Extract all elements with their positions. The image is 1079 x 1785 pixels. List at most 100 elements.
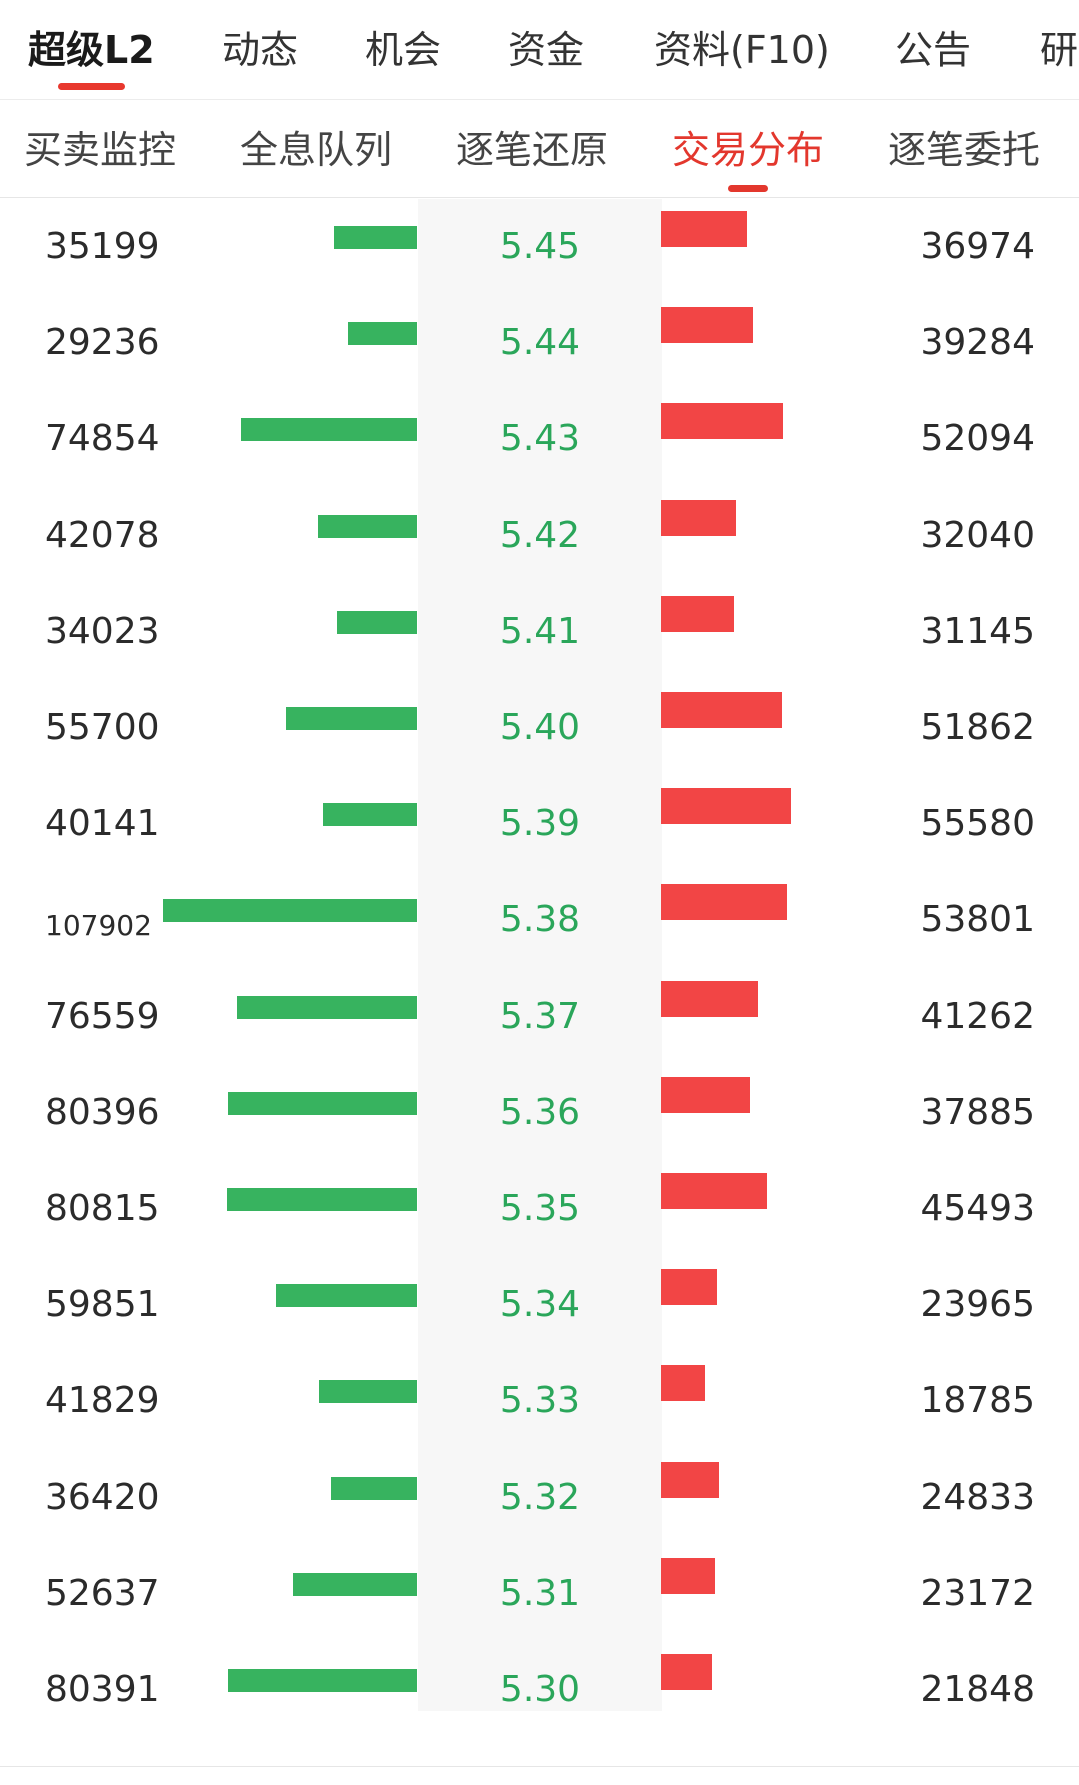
buy-volume: 35199 <box>45 226 160 267</box>
distribution-row[interactable]: 107902 5.38 53801 <box>0 872 1079 968</box>
sell-volume: 52094 <box>920 418 1035 459</box>
sell-volume: 23172 <box>920 1573 1035 1614</box>
buy-volume-bar <box>241 418 417 441</box>
subtab-full-queue[interactable]: 全息队列 <box>240 122 392 178</box>
sell-volume: 37885 <box>920 1092 1035 1133</box>
sell-volume-bar <box>661 1365 705 1401</box>
sell-volume: 24833 <box>920 1477 1035 1518</box>
buy-volume: 29236 <box>45 322 160 363</box>
sub-tab-bar: 买卖监控 全息队列 逐笔还原 交易分布 逐笔委托 <box>0 100 1079 198</box>
price-level: 5.30 <box>499 1669 581 1710</box>
price-level: 5.35 <box>499 1188 581 1229</box>
sell-volume-bar <box>661 211 747 247</box>
distribution-row[interactable]: 59851 5.34 23965 <box>0 1257 1079 1353</box>
buy-volume-bar <box>228 1669 417 1692</box>
distribution-row[interactable]: 55700 5.40 51862 <box>0 680 1079 776</box>
sell-volume-bar <box>661 1173 767 1209</box>
buy-volume: 80391 <box>45 1669 160 1710</box>
buy-volume-bar <box>237 996 417 1019</box>
buy-volume: 34023 <box>45 611 160 652</box>
distribution-row[interactable]: 74854 5.43 52094 <box>0 391 1079 487</box>
distribution-row[interactable]: 29236 5.44 39284 <box>0 295 1079 391</box>
distribution-row[interactable]: 36420 5.32 24833 <box>0 1450 1079 1546</box>
distribution-row[interactable]: 52637 5.31 23172 <box>0 1546 1079 1642</box>
sell-volume-bar <box>661 1077 750 1113</box>
sell-volume: 55580 <box>920 803 1035 844</box>
sell-volume-bar <box>661 307 753 343</box>
distribution-row[interactable]: 80396 5.36 37885 <box>0 1065 1079 1161</box>
sell-volume-bar <box>661 884 787 920</box>
tab-label: 机会 <box>365 28 442 72</box>
price-level: 5.36 <box>499 1092 581 1133</box>
distribution-row[interactable]: 80391 5.30 21848 <box>0 1642 1079 1738</box>
tab-announcements[interactable]: 公告 <box>895 22 971 78</box>
price-level: 5.41 <box>499 611 581 652</box>
price-level: 5.38 <box>499 899 581 940</box>
price-level: 5.39 <box>499 803 581 844</box>
price-level: 5.44 <box>499 322 581 363</box>
price-level: 5.31 <box>499 1573 581 1614</box>
sell-volume-bar <box>661 981 758 1017</box>
trade-distribution-panel[interactable]: 35199 5.45 36974 29236 5.44 39284 74854 5.43 520… <box>0 199 1079 1711</box>
sell-volume: 53801 <box>920 899 1035 940</box>
price-level: 5.40 <box>499 707 581 748</box>
buy-volume: 80815 <box>45 1188 160 1229</box>
buy-volume-bar <box>334 226 417 249</box>
distribution-row[interactable]: 76559 5.37 41262 <box>0 969 1079 1065</box>
sell-volume-bar <box>661 403 783 439</box>
buy-volume: 76559 <box>45 996 160 1037</box>
distribution-row[interactable]: 34023 5.41 31145 <box>0 584 1079 680</box>
price-level: 5.32 <box>499 1477 581 1518</box>
sell-volume: 45493 <box>920 1188 1035 1229</box>
subtab-trade-distribution[interactable]: 交易分布 <box>672 122 824 192</box>
buy-volume-bar <box>337 611 417 634</box>
tab-label: 资料(F10) <box>654 28 830 72</box>
sell-volume: 41262 <box>920 996 1035 1037</box>
tab-research[interactable]: 研 <box>1040 22 1078 78</box>
buy-volume: 55700 <box>45 707 160 748</box>
buy-volume-bar <box>323 803 417 826</box>
distribution-row[interactable]: 41829 5.33 18785 <box>0 1353 1079 1449</box>
sell-volume-bar <box>661 1269 717 1305</box>
buy-volume: 107902 <box>45 909 152 942</box>
tab-f10[interactable]: 资料(F10) <box>654 22 830 78</box>
tab-label: 资金 <box>508 28 585 72</box>
buy-volume-bar <box>276 1284 417 1307</box>
tab-dynamics[interactable]: 动态 <box>222 22 298 78</box>
sell-volume-bar <box>661 596 734 632</box>
price-level: 5.37 <box>499 996 581 1037</box>
sell-volume: 32040 <box>920 515 1035 556</box>
tab-funds[interactable]: 资金 <box>508 22 584 78</box>
buy-volume: 42078 <box>45 515 160 556</box>
price-level: 5.43 <box>499 418 581 459</box>
distribution-row[interactable]: 42078 5.42 32040 <box>0 488 1079 584</box>
tab-label: 公告 <box>895 28 972 72</box>
sell-volume: 21848 <box>920 1669 1035 1710</box>
divider <box>0 1766 1079 1767</box>
buy-volume-bar <box>319 1380 417 1403</box>
buy-volume-bar <box>227 1188 417 1211</box>
subtab-label: 全息队列 <box>240 128 393 172</box>
subtab-tick-restore[interactable]: 逐笔还原 <box>456 122 608 178</box>
price-level: 5.45 <box>499 226 581 267</box>
buy-volume: 41829 <box>45 1380 160 1421</box>
sell-volume: 31145 <box>920 611 1035 652</box>
buy-volume: 52637 <box>45 1573 160 1614</box>
active-tab-indicator <box>58 83 125 90</box>
distribution-row[interactable]: 40141 5.39 55580 <box>0 776 1079 872</box>
distribution-row[interactable]: 80815 5.35 45493 <box>0 1161 1079 1257</box>
distribution-row[interactable]: 35199 5.45 36974 <box>0 199 1079 295</box>
subtab-trade-monitor[interactable]: 买卖监控 <box>24 122 176 178</box>
subtab-label: 逐笔委托 <box>888 128 1041 172</box>
buy-volume-bar <box>348 322 417 345</box>
sell-volume-bar <box>661 788 791 824</box>
sell-volume: 39284 <box>920 322 1035 363</box>
tab-opportunity[interactable]: 机会 <box>365 22 441 78</box>
subtab-tick-orders[interactable]: 逐笔委托 <box>888 122 1040 178</box>
sell-volume: 23965 <box>920 1284 1035 1325</box>
tab-super-l2[interactable]: 超级L2 <box>28 22 155 90</box>
subtab-label: 逐笔还原 <box>456 128 609 172</box>
buy-volume-bar <box>163 899 417 922</box>
subtab-label: 买卖监控 <box>24 128 177 172</box>
buy-volume-bar <box>228 1092 417 1115</box>
